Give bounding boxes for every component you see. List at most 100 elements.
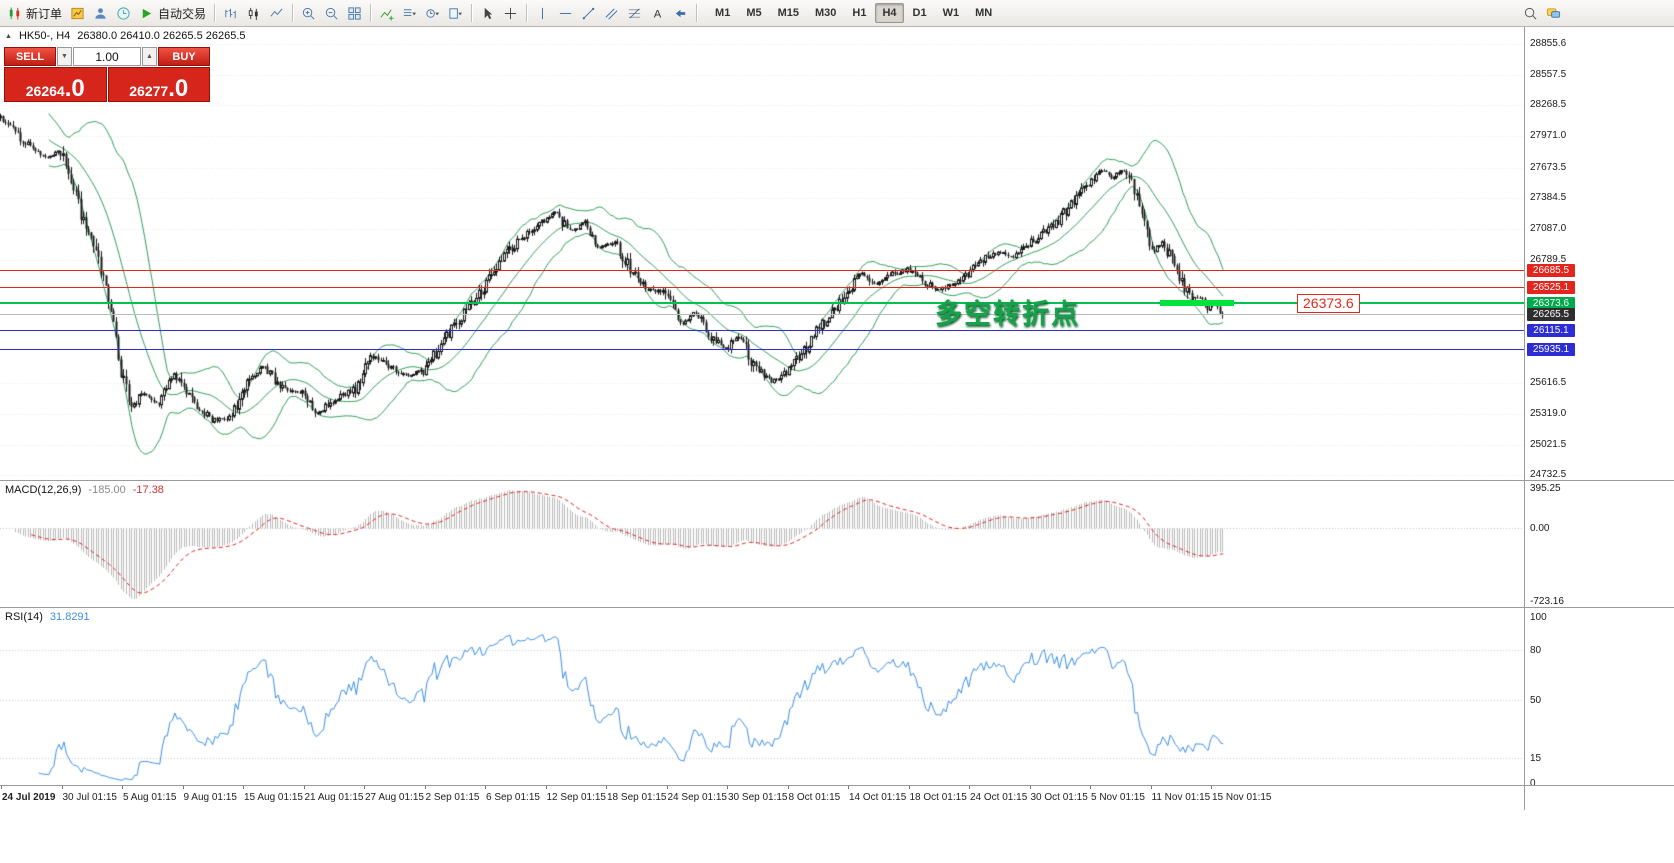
timeframe-mn[interactable]: MN (975, 7, 993, 19)
time-tick (1, 786, 2, 789)
pane-separator[interactable] (0, 607, 1674, 608)
candlestick-chart-button[interactable] (242, 2, 265, 24)
price-level-line[interactable] (0, 270, 1524, 272)
new-order-button[interactable]: 新订单 (3, 2, 66, 24)
fibonacci-button[interactable] (623, 2, 646, 24)
timeframe-w1[interactable]: W1 (942, 7, 960, 19)
timeframe-m5[interactable]: M5 (746, 7, 762, 19)
volume-decrease-button[interactable]: ▼ (57, 47, 72, 66)
time-label: 30 Jul 01:15 (62, 792, 118, 803)
equidistant-channel-button[interactable] (600, 2, 623, 24)
macd-pane: 395.25 0.00 -723.16 MACD(12,26,9) -185.00 … (0, 481, 1674, 607)
price-badge: 26685.5 (1527, 264, 1575, 278)
toolbar-separator (370, 4, 372, 22)
buy-price-button[interactable]: 26277.0 (107, 67, 210, 102)
new-chart-button[interactable] (66, 2, 89, 24)
timeframe-h4[interactable]: H4 (875, 3, 904, 23)
macd-tick: 395.25 (1530, 483, 1561, 494)
price-tick: 25021.5 (1530, 438, 1567, 450)
crosshair-button[interactable] (499, 2, 522, 24)
time-label: 18 Sep 01:15 (607, 792, 667, 803)
time-tick (122, 786, 123, 789)
toolbar: 新订单 自动交易 (0, 0, 1674, 27)
trendline-icon (582, 7, 595, 19)
autotrading-play-icon (142, 8, 152, 18)
toolbar-separator (471, 4, 473, 22)
search-button[interactable] (1519, 2, 1542, 24)
text-tool-icon: A (654, 8, 662, 20)
line-chart-button[interactable] (265, 2, 288, 24)
macd-canvas[interactable] (0, 481, 1524, 607)
price-callout-label[interactable]: 26373.6 (1297, 294, 1360, 314)
price-level-line[interactable] (0, 287, 1524, 289)
arrow-tool-icon (675, 9, 686, 17)
axis-boundary-line (1524, 786, 1525, 810)
timeframe-group: M1 M5 M15 M30 H1 H4 D1 W1 MN (707, 3, 1000, 23)
time-tick (243, 786, 244, 789)
price-level-line[interactable] (0, 302, 1524, 305)
timeframe-d1[interactable]: D1 (912, 7, 927, 19)
vertical-line-button[interactable] (531, 2, 554, 24)
time-label: 24 Oct 01:15 (970, 792, 1028, 803)
buy-button[interactable]: BUY (158, 47, 210, 66)
zoom-out-button[interactable] (320, 2, 343, 24)
sell-price-button[interactable]: 26264.0 (4, 67, 107, 102)
template-button[interactable] (444, 2, 467, 24)
price-level-line[interactable] (0, 348, 1524, 350)
arrow-tool-button[interactable] (669, 2, 692, 24)
timeframe-m30[interactable]: M30 (815, 7, 837, 19)
toolbar-right-icons (1519, 2, 1565, 24)
rsi-axis[interactable]: 100 80 50 15 0 (1524, 608, 1674, 785)
one-click-toggle-icon[interactable]: ▲ (5, 32, 12, 40)
rsi-canvas[interactable] (0, 608, 1524, 785)
main-price-axis[interactable]: 28855.6 28557.5 28268.5 27971.0 27673.5 27384… (1524, 27, 1674, 480)
price-tick: 26789.5 (1530, 253, 1567, 265)
pane-separator[interactable] (0, 480, 1674, 481)
rsi-tick: 100 (1530, 612, 1547, 623)
pane-separator[interactable] (0, 785, 1674, 786)
price-level-line[interactable] (0, 314, 1524, 316)
buy-price-main: 26277 (129, 82, 169, 99)
time-tick (848, 786, 849, 789)
volume-increase-button[interactable]: ▲ (142, 47, 157, 66)
bar-chart-button[interactable] (219, 2, 242, 24)
highlight-trend-segment[interactable] (1160, 300, 1234, 307)
price-badge: 26115.1 (1527, 323, 1575, 337)
macd-axis[interactable]: 395.25 0.00 -723.16 (1524, 481, 1674, 607)
timeframe-m1[interactable]: M1 (715, 7, 731, 19)
volume-input[interactable]: 1.00 (73, 47, 141, 66)
rsi-header: RSI(14) 31.8291 (5, 611, 90, 623)
price-tick: 25616.5 (1530, 376, 1567, 388)
cursor-button[interactable] (476, 2, 499, 24)
profiles-button[interactable] (89, 2, 112, 24)
indicator-list-button[interactable] (398, 2, 421, 24)
rsi-pane: 100 80 50 15 0 RSI(14) 31.8291 (0, 608, 1674, 785)
sell-button[interactable]: SELL (4, 47, 56, 66)
timeframe-m15[interactable]: M15 (777, 7, 799, 19)
price-level-line[interactable] (0, 329, 1524, 331)
macd-tick: 0.00 (1530, 523, 1550, 534)
indicators-button[interactable] (375, 2, 398, 24)
trendline-button[interactable] (577, 2, 600, 24)
main-chart-pane: 28855.6 28557.5 28268.5 27971.0 27673.5 27384… (0, 27, 1674, 480)
text-tool-button[interactable]: A (646, 2, 669, 24)
sell-price-main: 26264 (25, 82, 65, 99)
chart-symbol-period: HK50-, H4 (18, 30, 71, 42)
autotrading-button[interactable]: 自动交易 (135, 2, 210, 24)
chart-annotation-text[interactable]: 多空转折点 (935, 299, 1080, 330)
chart-ohlc: 26380.0 26410.0 26265.5 26265.5 (77, 30, 246, 42)
time-axis[interactable]: 24 Jul 2019 30 Jul 01:15 5 Aug 01:15 9 Aug … (0, 786, 1674, 810)
horizontal-line-button[interactable] (554, 2, 577, 24)
chat-button[interactable] (1542, 2, 1565, 24)
chat-icon (1546, 7, 1561, 18)
line-chart-icon (270, 8, 283, 17)
period-dropdown-button[interactable] (421, 2, 444, 24)
marketwatch-button[interactable] (112, 2, 135, 24)
time-tick (364, 786, 365, 789)
tile-windows-button[interactable] (343, 2, 366, 24)
zoom-in-icon (302, 7, 315, 19)
price-chart-canvas[interactable] (0, 27, 1524, 480)
zoom-in-button[interactable] (297, 2, 320, 24)
timeframe-h1[interactable]: H1 (852, 7, 867, 19)
profiles-icon (95, 7, 106, 19)
